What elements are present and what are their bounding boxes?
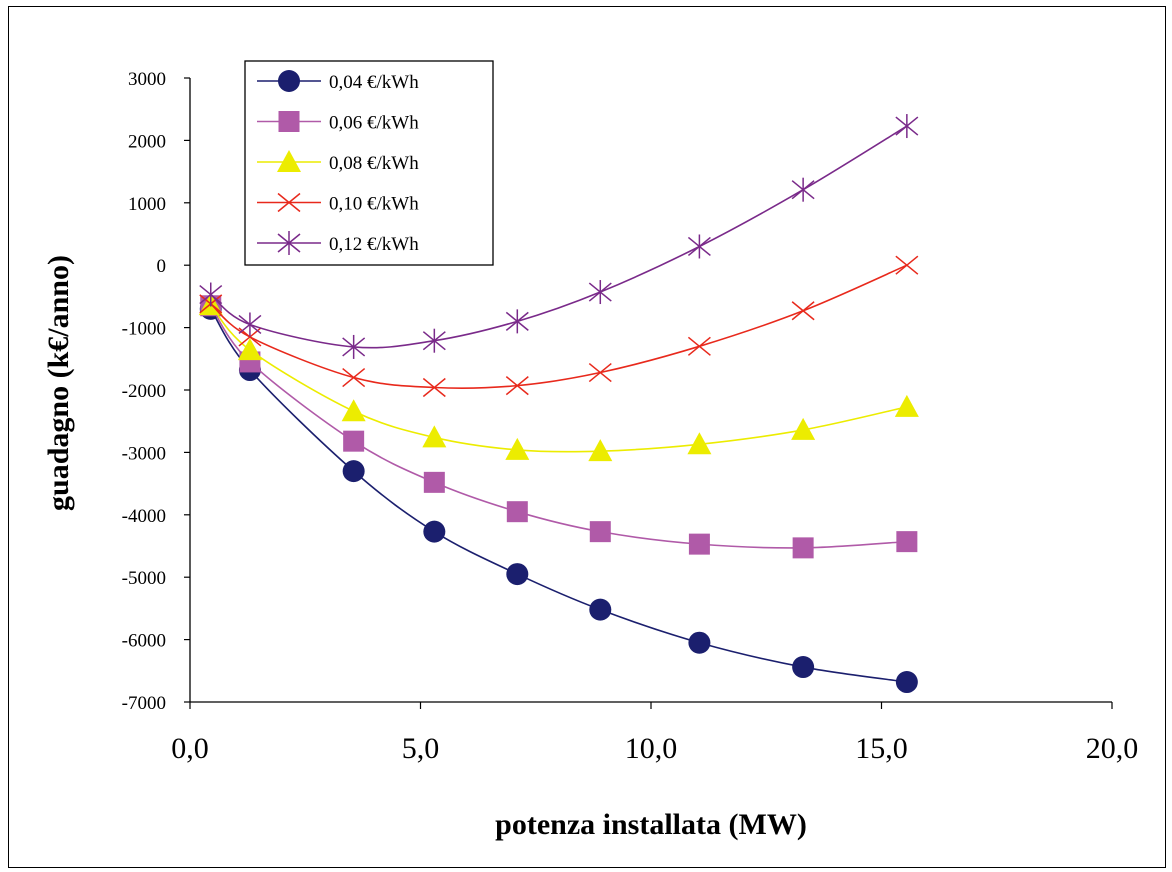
y-tick-label: 1000	[128, 194, 166, 215]
y-axis-title: guadagno (k€/anno)	[42, 255, 75, 511]
legend-item: 0,06 €/kWh	[257, 111, 419, 134]
legend-label: 0,04 €/kWh	[329, 72, 419, 93]
data-point	[687, 432, 712, 455]
y-tick-label: -3000	[122, 443, 166, 464]
data-point	[422, 425, 447, 448]
x-tick-label: 10,0	[625, 732, 678, 765]
y-tick-label: -5000	[122, 568, 166, 589]
data-point	[894, 394, 919, 417]
legend-label: 0,08 €/kWh	[329, 153, 419, 174]
legend-marker	[278, 70, 300, 92]
legend-item: 0,08 €/kWh	[257, 150, 419, 174]
legend-marker	[277, 150, 301, 172]
x-tick-label: 20,0	[1086, 732, 1139, 765]
legend-label: 0,10 €/kWh	[329, 194, 419, 215]
data-point	[896, 531, 918, 553]
legend-label: 0,12 €/kWh	[329, 234, 419, 255]
data-point	[342, 367, 366, 388]
y-tick-label: 0	[157, 256, 167, 277]
data-point	[505, 376, 529, 396]
series-line	[210, 125, 908, 349]
data-point	[895, 255, 919, 275]
data-point	[342, 334, 366, 359]
legend-item: 0,10 €/kWh	[257, 192, 419, 215]
data-point	[589, 598, 612, 621]
series-triangle	[198, 293, 919, 462]
y-tick-label: -4000	[122, 506, 166, 527]
series-x	[199, 255, 919, 398]
series-layer	[198, 114, 919, 694]
y-tick-label: 3000	[128, 69, 166, 90]
series-circle	[199, 297, 918, 694]
data-point	[791, 177, 815, 202]
data-point	[505, 309, 529, 334]
y-tick-label: -6000	[122, 631, 166, 652]
x-tick-label: 5,0	[402, 732, 440, 765]
data-point	[895, 114, 919, 139]
data-point	[791, 301, 815, 321]
data-point	[423, 471, 445, 493]
data-point	[423, 520, 446, 543]
legend-item: 0,12 €/kWh	[257, 231, 419, 255]
data-point	[895, 671, 918, 694]
data-point	[342, 460, 365, 483]
series-square	[200, 295, 918, 559]
y-tick-label: -7000	[122, 693, 166, 714]
data-point	[505, 437, 530, 460]
data-point	[341, 399, 366, 422]
data-point	[199, 282, 223, 307]
data-point	[238, 312, 262, 337]
data-point	[687, 336, 711, 356]
y-tick-label: -2000	[122, 381, 166, 402]
data-point	[588, 439, 613, 462]
legend-marker	[277, 192, 301, 213]
data-point	[422, 377, 446, 398]
data-point	[688, 631, 711, 654]
data-point	[589, 521, 611, 543]
chart-frame	[8, 6, 1166, 868]
legend-label: 0,06 €/kWh	[329, 113, 419, 134]
legend-marker	[278, 111, 300, 132]
data-point	[792, 537, 814, 559]
x-axis-title: potenza installata (MW)	[495, 808, 807, 841]
data-point	[237, 338, 262, 361]
data-point	[688, 533, 710, 555]
series-star	[199, 114, 919, 359]
y-tick-label: -1000	[122, 319, 166, 340]
data-point	[343, 430, 365, 452]
legend-item: 0,04 €/kWh	[257, 70, 419, 93]
data-point	[687, 234, 711, 259]
x-tick-label: 0,0	[171, 732, 209, 765]
data-point	[422, 328, 446, 353]
data-point	[588, 362, 612, 383]
data-point	[506, 501, 528, 523]
legend-marker	[277, 231, 301, 255]
data-point	[791, 417, 816, 440]
data-point	[792, 656, 815, 679]
y-tick-label: 2000	[128, 131, 166, 152]
y-ticks: 3000 2000 1000 0 -1000 -2000 -3000 -4000 -5000 -6…	[122, 69, 190, 714]
series-line	[210, 264, 908, 389]
x-ticks: 0,0 5,0 10,0 15,0 20,0	[171, 702, 1138, 765]
data-point	[588, 280, 612, 305]
x-tick-label: 15,0	[855, 732, 908, 765]
legend: 0,04 €/kWh 0,06 €/kWh 0,08 €/kWh 0,10 €/kWh…	[244, 60, 494, 266]
data-point	[506, 563, 529, 586]
